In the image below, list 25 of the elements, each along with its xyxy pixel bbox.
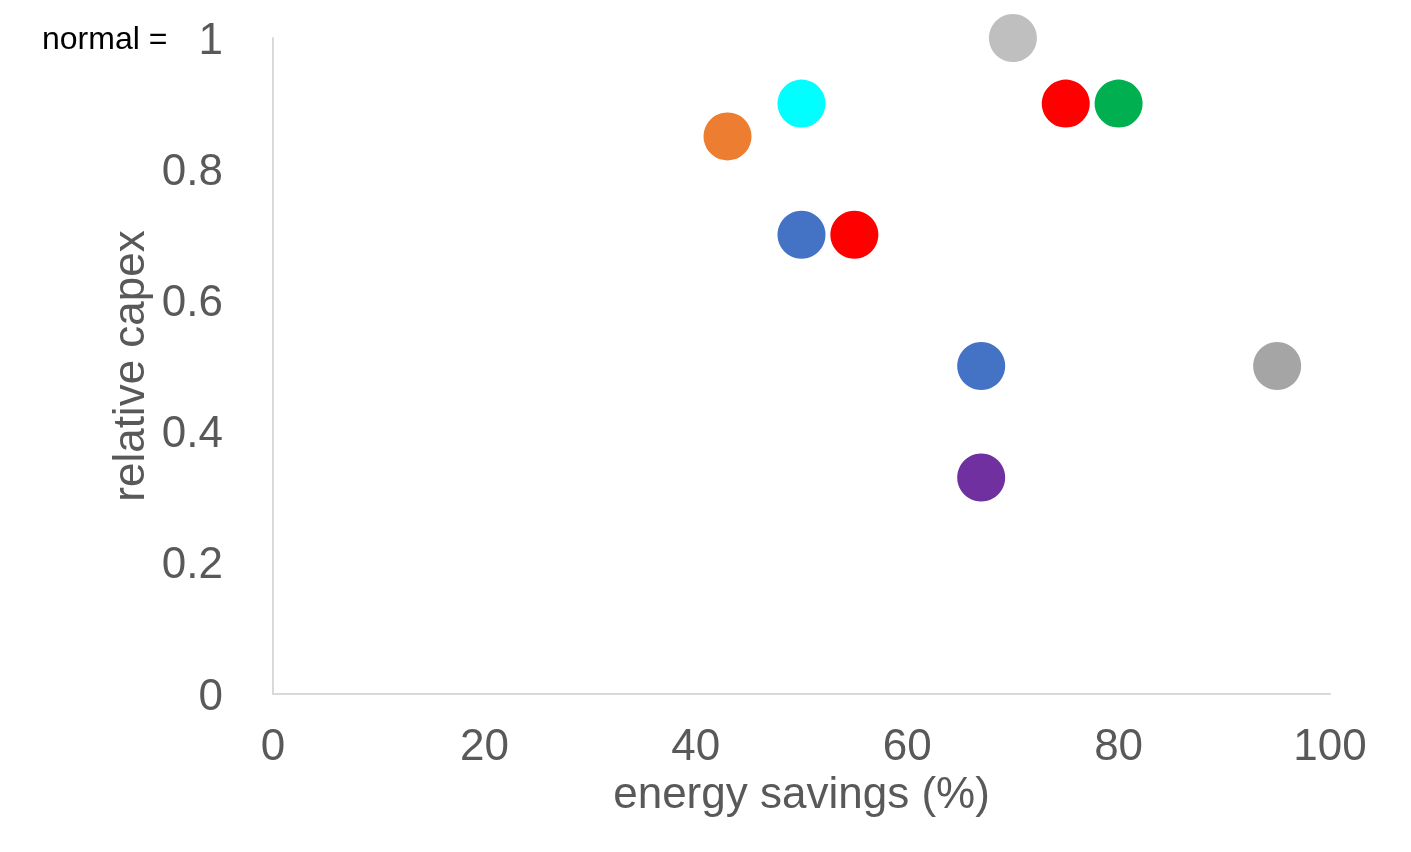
x-tick-label: 60: [882, 719, 932, 769]
x-tick-label: 40: [671, 719, 721, 769]
x-tick-label: 20: [459, 719, 509, 769]
text: normal =: [42, 20, 168, 56]
x-tick-label: 80: [1094, 719, 1144, 769]
point: [703, 112, 752, 161]
x-tick-label: 0: [260, 719, 286, 769]
x-axis-title: energy savings (%): [613, 768, 990, 818]
point: [988, 14, 1037, 62]
y-tick-label: 1: [198, 13, 223, 63]
point: [777, 210, 826, 259]
y-axis-title: relative capex: [104, 230, 154, 502]
point: [957, 342, 1006, 390]
x-tick-label: 100: [1293, 719, 1367, 769]
y-tick-label: 0.8: [161, 144, 223, 194]
point: [1041, 79, 1090, 128]
y-tick-label: 0.6: [161, 275, 223, 325]
point: [830, 210, 879, 259]
point: [957, 453, 1006, 502]
y-tick-label: 0.2: [161, 538, 223, 588]
y-tick-label: 0.4: [161, 407, 223, 457]
point: [1253, 342, 1302, 390]
point: [777, 79, 826, 128]
point: [1094, 79, 1143, 128]
y-tick-label: 0: [198, 669, 223, 719]
